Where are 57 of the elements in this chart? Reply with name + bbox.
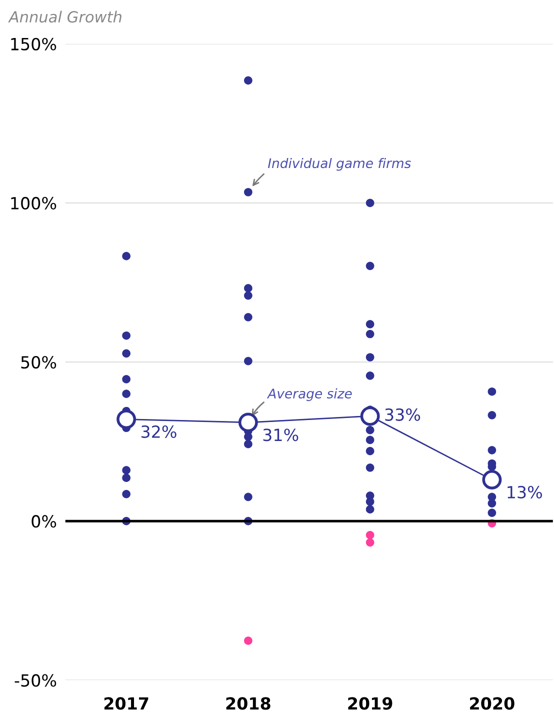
point xyxy=(122,490,130,498)
data-label: 33% xyxy=(385,408,420,421)
x-tick-label: 2017 xyxy=(104,697,148,710)
point xyxy=(482,470,502,490)
point xyxy=(122,466,130,474)
point xyxy=(116,410,136,430)
point xyxy=(366,538,374,547)
point xyxy=(366,498,374,506)
point xyxy=(244,356,252,366)
y-tick-label: 50% xyxy=(21,356,56,369)
point xyxy=(366,530,374,540)
y-axis-title: Annual Growth xyxy=(8,10,122,23)
point xyxy=(366,372,374,380)
y-tick-label: -50% xyxy=(14,674,56,687)
point xyxy=(366,353,374,362)
point xyxy=(366,198,374,208)
point xyxy=(244,432,252,441)
point xyxy=(366,446,374,456)
data-label: 31% xyxy=(263,428,298,442)
point xyxy=(122,331,130,340)
y-tick-label: 100% xyxy=(11,196,56,210)
y-tick-label: 150% xyxy=(11,38,56,50)
data-label: 13% xyxy=(508,486,542,498)
x-tick-label: 2019 xyxy=(348,697,392,710)
data-label: 32% xyxy=(141,425,176,438)
x-tick-label: 2020 xyxy=(470,697,514,710)
point xyxy=(244,312,252,322)
point xyxy=(244,440,252,448)
point xyxy=(366,436,374,444)
point xyxy=(122,390,130,398)
point xyxy=(122,252,130,260)
point xyxy=(244,188,252,196)
point xyxy=(488,410,496,420)
point xyxy=(244,636,252,645)
point xyxy=(122,375,130,384)
point xyxy=(366,426,374,434)
point xyxy=(488,387,496,396)
point xyxy=(122,474,130,482)
point xyxy=(238,412,258,432)
point xyxy=(488,446,496,454)
point xyxy=(366,463,374,472)
annotation: Average size xyxy=(266,388,352,402)
point xyxy=(366,330,374,338)
annotation: Individual game firms xyxy=(268,158,411,171)
point xyxy=(244,284,252,292)
point xyxy=(366,505,374,514)
point xyxy=(360,406,380,426)
point xyxy=(488,508,496,517)
y-tick-label: 0% xyxy=(32,515,56,528)
point xyxy=(366,262,374,270)
x-tick-label: 2018 xyxy=(226,697,270,710)
point xyxy=(244,76,252,85)
point xyxy=(488,499,496,508)
point xyxy=(244,291,252,300)
point xyxy=(366,320,374,328)
point xyxy=(122,349,130,358)
point xyxy=(244,492,252,502)
